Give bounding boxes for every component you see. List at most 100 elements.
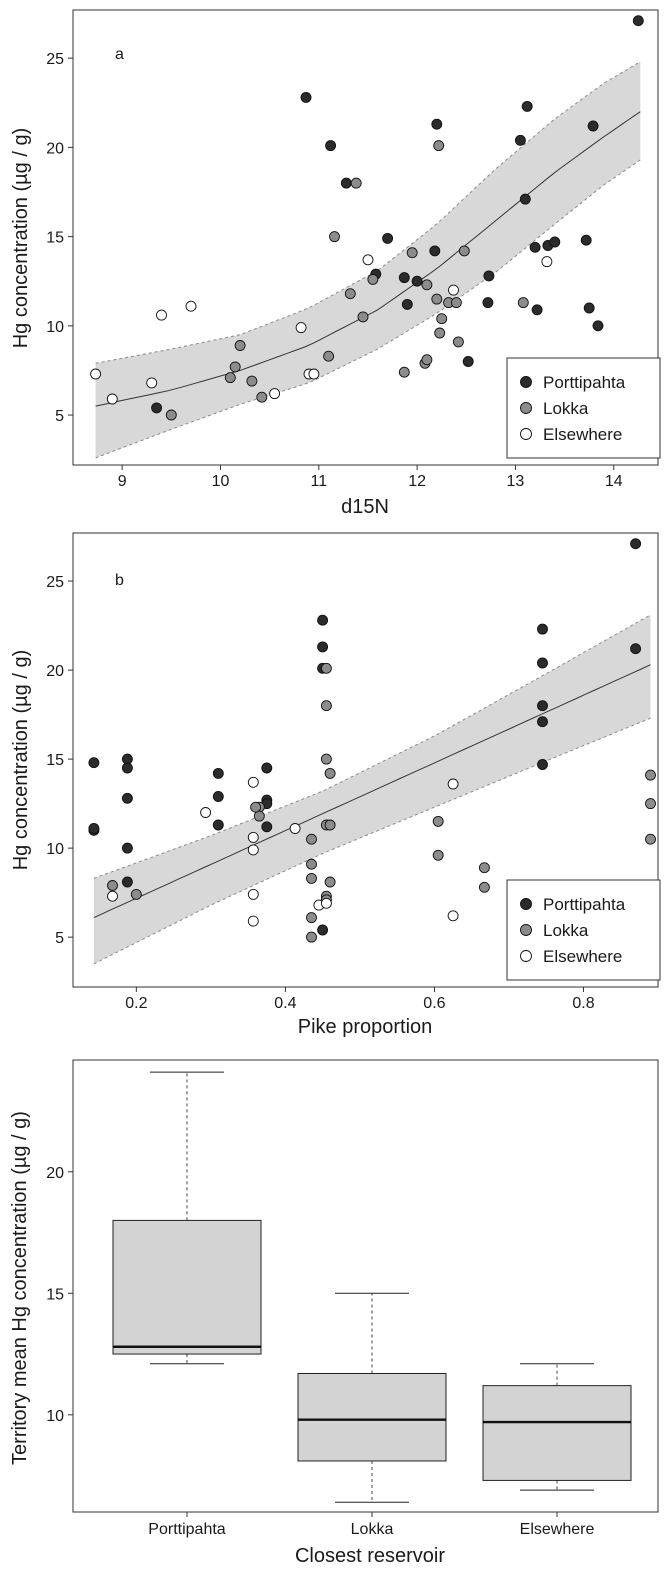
point-elsewhere — [156, 309, 167, 321]
confidence-band — [95, 61, 641, 458]
point-lokka — [436, 313, 448, 325]
point-porttipahta — [587, 120, 599, 132]
points-layer — [88, 538, 656, 943]
point-porttipahta — [382, 232, 394, 244]
x-tick-label: 0.8 — [572, 995, 594, 1012]
legend-label-elsewhere: Elsewhere — [543, 425, 622, 444]
legend-marker-lokka — [520, 402, 532, 414]
ci-band-layer — [93, 614, 651, 965]
point-lokka — [433, 140, 445, 152]
axes-layer: Porttipahta Lokka Elsewhere 10 15 20 — [46, 1059, 659, 1538]
point-lokka — [421, 354, 433, 366]
point-porttipahta — [151, 402, 163, 414]
point-porttipahta — [121, 842, 133, 854]
point-lokka — [329, 231, 340, 243]
point-elsewhere — [541, 256, 553, 268]
legend-box — [506, 879, 661, 981]
box-elsewhere — [482, 1385, 632, 1481]
y-tick-label: 10 — [46, 841, 64, 858]
point-elsewhere — [269, 388, 281, 400]
point-porttipahta — [462, 356, 474, 367]
box-porttipahta — [112, 1219, 262, 1355]
point-lokka — [306, 858, 317, 870]
ci-lower-bound — [95, 159, 641, 459]
point-elsewhere — [200, 807, 212, 818]
point-lokka — [130, 888, 142, 900]
point-elsewhere — [106, 393, 118, 405]
point-lokka — [320, 753, 332, 765]
point-lokka — [434, 327, 446, 339]
plot-frame — [72, 9, 659, 466]
point-porttipahta — [537, 657, 548, 669]
point-porttipahta — [519, 193, 531, 205]
point-porttipahta — [398, 272, 410, 284]
point-porttipahta — [537, 700, 548, 712]
point-lokka — [306, 833, 317, 845]
point-lokka — [256, 391, 268, 403]
point-porttipahta — [482, 297, 494, 309]
y-tick-label: 25 — [46, 51, 64, 68]
point-porttipahta — [592, 320, 604, 332]
panel-c-boxplot: Porttipahta Lokka Elsewhere 10 15 20 Closest … — [9, 1059, 659, 1567]
x-tick-label: 0.2 — [125, 995, 147, 1012]
point-lokka — [645, 798, 656, 810]
ci-lower-bound — [93, 717, 651, 965]
y-axis-label-a: Hg concentration (µg / g) — [10, 128, 32, 349]
x-tick-label: 0.6 — [423, 995, 445, 1012]
point-elsewhere — [247, 888, 259, 900]
x-tick-label: 10 — [212, 473, 230, 490]
point-lokka — [306, 912, 317, 924]
point-lokka — [432, 849, 444, 861]
point-elsewhere — [247, 776, 259, 788]
point-porttipahta — [583, 302, 595, 314]
point-lokka — [367, 273, 379, 285]
y-tick-label: 20 — [46, 1165, 64, 1182]
y-tick-label: 20 — [46, 663, 64, 680]
fit-line-layer — [93, 664, 651, 919]
point-porttipahta — [88, 757, 100, 769]
point-lokka — [165, 409, 177, 421]
point-lokka — [324, 819, 336, 831]
point-porttipahta — [537, 759, 548, 770]
y-tick-label: 10 — [46, 1408, 64, 1425]
point-lokka — [645, 769, 656, 781]
axes-layer: 9 10 11 12 13 14 5 10 15 20 25 — [46, 9, 659, 490]
x-tick-label: 0.4 — [274, 995, 296, 1012]
point-porttipahta — [630, 643, 642, 655]
axes-layer: 0.2 0.4 0.6 0.8 5 10 15 20 25 — [46, 532, 659, 1012]
point-lokka — [421, 279, 433, 291]
panel-letter-b: b — [115, 572, 124, 589]
point-porttipahta — [212, 819, 224, 831]
point-elsewhere — [447, 910, 459, 922]
y-tick-label: 15 — [46, 230, 64, 247]
legend-box — [506, 357, 661, 459]
point-elsewhere — [107, 890, 118, 902]
point-elsewhere — [308, 368, 320, 380]
point-lokka — [458, 245, 470, 257]
point-lokka — [517, 297, 529, 309]
point-porttipahta — [325, 140, 337, 152]
point-porttipahta — [121, 876, 133, 888]
y-axis-label-c: Territory mean Hg concentration (µg / g) — [9, 1111, 31, 1465]
legend-a: Porttipahta Lokka Elsewhere — [506, 357, 661, 459]
legend-label-lokka: Lokka — [543, 399, 589, 418]
legend-marker-elsewhere — [520, 950, 532, 962]
point-porttipahta — [580, 234, 592, 246]
x-tick-label-elsewhere: Elsewhere — [520, 1521, 595, 1538]
point-porttipahta — [317, 614, 329, 626]
point-lokka — [478, 881, 490, 893]
point-elsewhere — [447, 778, 459, 790]
plot-frame — [72, 1059, 659, 1513]
point-elsewhere — [362, 254, 374, 266]
points-layer — [90, 15, 644, 421]
point-lokka — [306, 872, 317, 884]
x-tick-label: 13 — [507, 473, 525, 490]
point-elsewhere — [146, 377, 158, 389]
point-porttipahta — [401, 298, 413, 310]
point-lokka — [450, 297, 462, 309]
point-lokka — [246, 375, 258, 387]
point-elsewhere — [247, 844, 259, 856]
point-lokka — [234, 340, 246, 351]
